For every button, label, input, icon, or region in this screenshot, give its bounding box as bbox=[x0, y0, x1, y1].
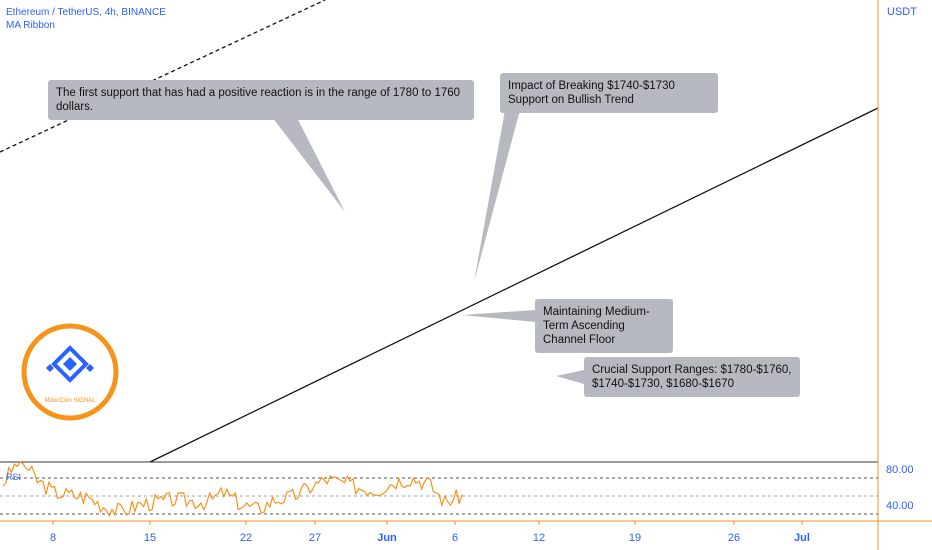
time-axis-label: 27 bbox=[309, 532, 321, 544]
logo-mark bbox=[86, 364, 94, 372]
time-axis-label: 19 bbox=[629, 532, 641, 544]
callout-pointer bbox=[474, 110, 520, 282]
callout-pointer bbox=[262, 104, 345, 212]
callout-pointer bbox=[556, 370, 584, 384]
time-axis-label: 12 bbox=[533, 532, 545, 544]
logo-text: MoonCoin SIGNAL bbox=[44, 398, 96, 404]
chart-title: Ethereum / TetherUS, 4h, BINANCE bbox=[6, 7, 166, 18]
time-axis-label: 6 bbox=[452, 532, 458, 544]
logo-mark bbox=[46, 364, 54, 372]
callout-breaking-impact: Impact of Breaking $1740-$1730 Support o… bbox=[500, 73, 718, 113]
callout-first-support: The first support that has had a positiv… bbox=[48, 80, 474, 120]
time-axis-label: Jun bbox=[377, 532, 397, 544]
time-axis-label: 15 bbox=[144, 532, 156, 544]
rsi-label: RSI bbox=[6, 472, 21, 482]
time-axis-label: 22 bbox=[240, 532, 252, 544]
logo-mark bbox=[63, 357, 77, 371]
rsi-line bbox=[2, 460, 463, 518]
time-axis-label: 26 bbox=[728, 532, 740, 544]
callout-channel-floor: Maintaining Medium-Term Ascending Channe… bbox=[535, 299, 673, 353]
time-axis-label: Jul bbox=[794, 532, 810, 544]
rsi-axis-label: 40.00 bbox=[886, 500, 914, 512]
logo-mark bbox=[51, 345, 89, 383]
channel-floor-line bbox=[149, 107, 879, 463]
callout-crucial-support: Crucial Support Ranges: $1780-$1760, $17… bbox=[584, 357, 800, 397]
callout-pointer bbox=[462, 310, 535, 322]
logo-ring bbox=[21, 323, 119, 421]
indicator-label: MA Ribbon bbox=[6, 20, 55, 31]
time-axis-label: 8 bbox=[50, 532, 56, 544]
channel-top-line bbox=[0, 0, 326, 153]
rsi-axis-label: 80.00 bbox=[886, 464, 914, 476]
price-axis-unit: USDT bbox=[887, 6, 917, 18]
